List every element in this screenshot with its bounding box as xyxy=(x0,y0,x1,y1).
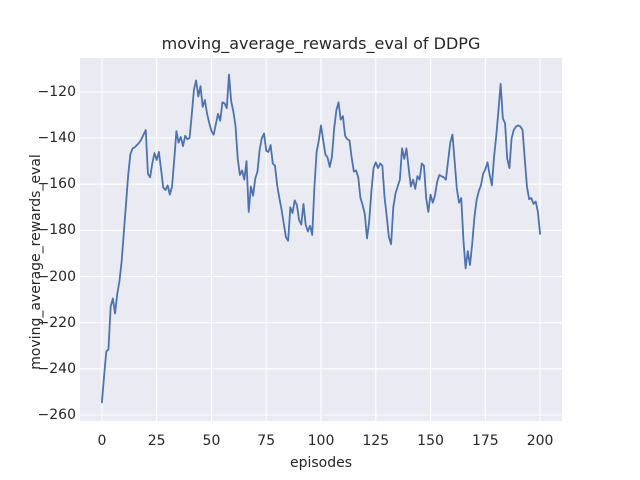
y-tick-label: −220 xyxy=(37,314,76,331)
x-tick-label: 50 xyxy=(202,433,221,449)
y-tick-label: −200 xyxy=(37,268,76,285)
x-tick-label: 0 xyxy=(97,433,107,449)
y-tick-label: −160 xyxy=(37,176,76,193)
y-tick-label: −240 xyxy=(37,360,76,377)
x-tick-label: 200 xyxy=(526,433,554,449)
plot-area xyxy=(80,58,562,421)
y-tick-label: −180 xyxy=(37,222,76,239)
x-tick-label: 75 xyxy=(257,433,276,449)
x-tick-label: 175 xyxy=(471,433,499,449)
series-line xyxy=(101,73,541,404)
x-tick-label: 150 xyxy=(417,433,444,449)
x-tick-label: 100 xyxy=(307,433,335,449)
chart-title: moving_average_rewards_eval of DDPG xyxy=(161,34,481,53)
y-tick-label: −260 xyxy=(37,407,76,423)
x-tick-label: 25 xyxy=(147,433,166,449)
x-axis-label: episodes xyxy=(289,455,353,471)
y-tick-label: −120 xyxy=(37,83,76,100)
x-tick-label: 125 xyxy=(362,433,390,449)
y-tick-label: −140 xyxy=(37,130,76,147)
